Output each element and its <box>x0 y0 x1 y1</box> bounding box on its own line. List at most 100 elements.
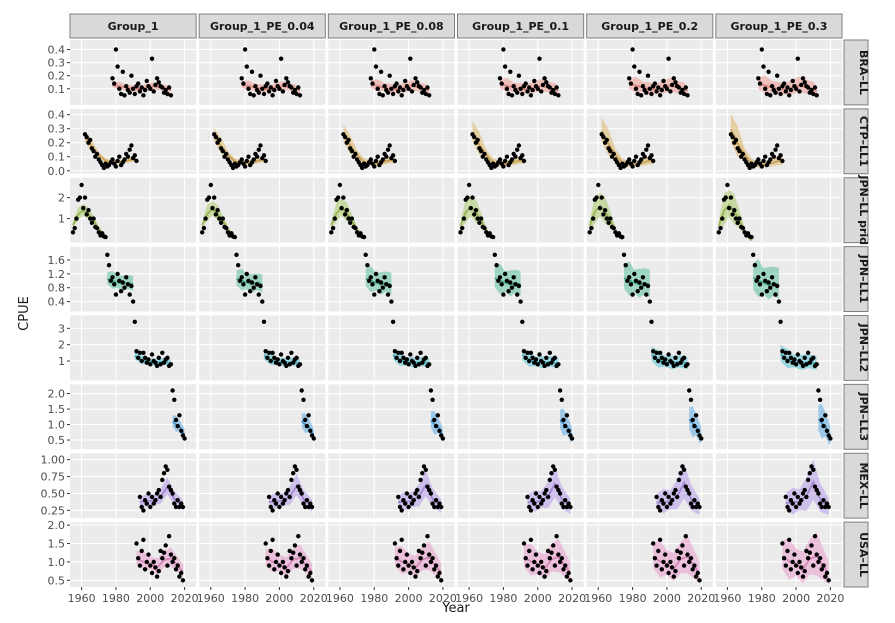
data-point <box>690 504 695 510</box>
data-point <box>84 212 89 217</box>
panel-background <box>199 177 326 243</box>
data-point <box>688 556 694 561</box>
data-point <box>156 80 161 85</box>
data-point <box>601 134 606 140</box>
data-point <box>621 252 627 257</box>
data-point <box>547 477 552 483</box>
data-point <box>625 278 630 283</box>
data-point <box>270 350 275 355</box>
data-point <box>130 86 136 92</box>
data-point <box>266 563 272 568</box>
data-point <box>497 76 503 81</box>
panel <box>715 177 842 243</box>
data-point <box>278 570 284 576</box>
data-point <box>527 358 532 364</box>
data-point <box>688 501 694 506</box>
data-point <box>258 73 263 78</box>
data-point <box>161 471 167 476</box>
panel <box>70 177 197 243</box>
data-point <box>502 64 508 69</box>
data-point <box>489 165 494 171</box>
data-point <box>532 559 537 565</box>
data-point <box>749 234 754 240</box>
data-point <box>360 165 365 171</box>
data-point <box>657 350 663 355</box>
data-point <box>377 91 382 97</box>
data-point <box>664 563 670 568</box>
data-point <box>148 563 153 568</box>
data-point <box>545 548 551 554</box>
data-point <box>644 147 649 152</box>
data-point <box>528 537 534 542</box>
data-point <box>805 350 811 355</box>
panel-background <box>70 384 197 450</box>
data-point <box>428 388 434 393</box>
data-point <box>535 362 540 367</box>
data-point <box>421 87 427 93</box>
data-point <box>817 397 823 402</box>
data-point <box>341 195 346 200</box>
data-point <box>561 417 566 423</box>
data-point <box>788 498 794 503</box>
data-point <box>141 537 146 542</box>
data-point <box>289 477 294 483</box>
data-point <box>501 47 506 52</box>
data-point <box>509 285 515 290</box>
data-point <box>224 225 229 231</box>
data-point <box>788 355 794 360</box>
data-point <box>275 552 280 557</box>
data-point <box>420 360 425 365</box>
data-point <box>173 567 179 572</box>
data-point <box>681 355 687 360</box>
data-point <box>635 91 640 97</box>
data-point <box>821 498 826 503</box>
data-point <box>265 556 270 561</box>
data-point <box>151 89 156 94</box>
data-point <box>212 195 217 200</box>
data-point <box>370 282 375 287</box>
data-point <box>680 87 685 93</box>
data-point <box>380 285 385 290</box>
data-point <box>811 563 816 568</box>
confidence-band <box>394 541 442 580</box>
data-point <box>568 504 573 510</box>
data-point <box>780 158 785 164</box>
data-point <box>106 263 112 268</box>
facet-label: Group_1_PE_0.2 <box>601 20 698 33</box>
data-point <box>130 299 136 304</box>
data-point <box>540 82 546 88</box>
data-point <box>671 574 676 579</box>
data-point <box>433 498 439 503</box>
data-point <box>768 93 773 98</box>
data-point <box>728 195 734 200</box>
data-point <box>627 76 632 81</box>
data-point <box>552 91 558 97</box>
data-point <box>394 556 399 561</box>
data-point <box>764 289 770 294</box>
data-point <box>678 550 683 555</box>
data-point <box>232 234 237 240</box>
y-tick-label: 0.1 <box>48 151 66 164</box>
data-point <box>766 280 771 285</box>
data-point <box>251 157 256 162</box>
data-point <box>499 81 504 86</box>
data-point <box>752 263 758 268</box>
data-point <box>515 147 520 152</box>
data-point <box>396 350 401 355</box>
data-point <box>604 137 609 143</box>
data-point <box>137 89 143 94</box>
data-point <box>535 86 540 92</box>
data-point <box>725 182 730 188</box>
y-tick-label: 0.2 <box>48 137 66 150</box>
data-point <box>129 143 134 148</box>
y-tick-label: 0.4 <box>48 109 66 122</box>
data-point <box>778 319 783 324</box>
data-point <box>685 552 690 557</box>
data-point <box>287 548 292 554</box>
data-point <box>416 362 422 367</box>
data-point <box>139 548 144 554</box>
data-point <box>675 362 680 367</box>
data-point <box>72 225 77 231</box>
data-point <box>792 491 797 496</box>
y-tick-label: 0.2 <box>48 70 66 83</box>
